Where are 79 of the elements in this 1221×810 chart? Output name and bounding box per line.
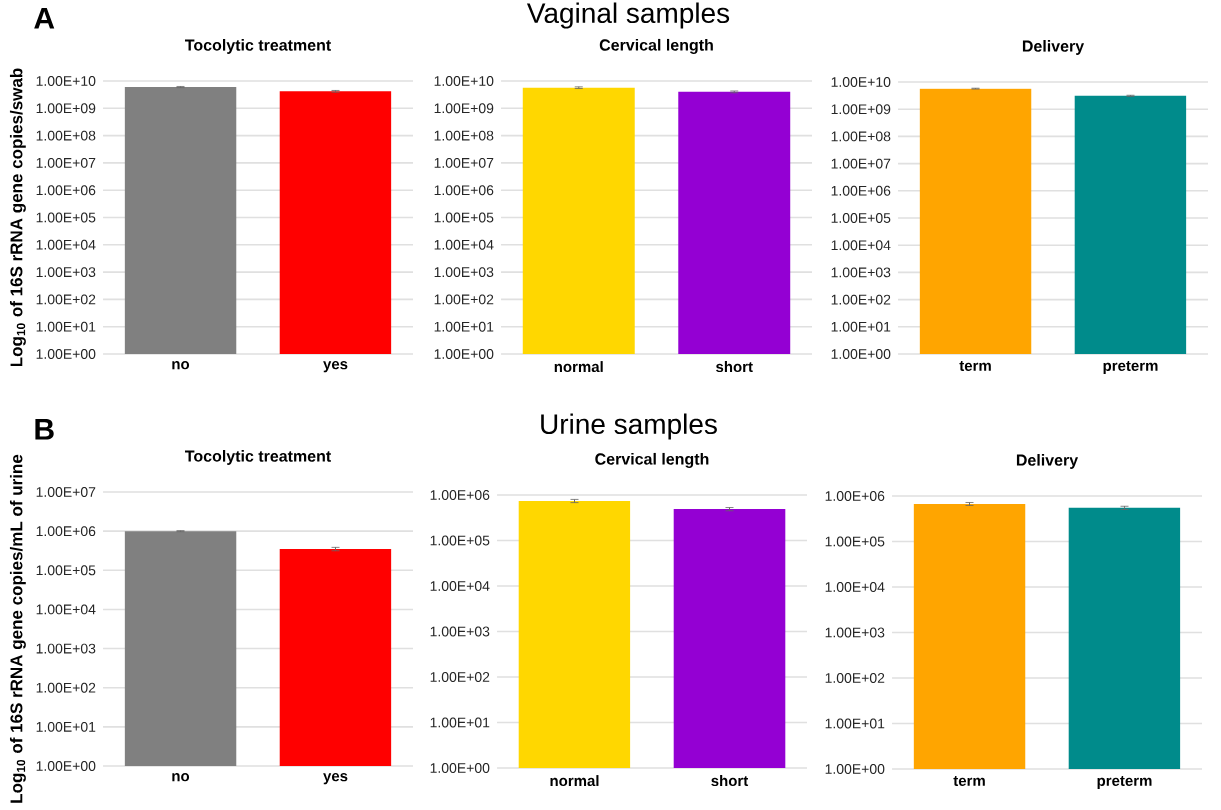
y-tick-label: 1.00E+04 — [36, 239, 96, 250]
y-tick-label: 1.00E+07 — [36, 486, 96, 497]
chart-title: Tocolytic treatment — [185, 38, 332, 54]
y-tick-label: 1.00E+10 — [831, 76, 891, 87]
y-tick-label: 1.00E+01 — [36, 321, 96, 332]
y-tick-label: 1.00E+09 — [434, 103, 494, 114]
y-tick-label: 1.00E+03 — [434, 266, 494, 277]
y-tick-label: 1.00E+02 — [36, 294, 96, 305]
x-tick-label: short — [711, 774, 749, 786]
y-tick-label: 1.00E+10 — [434, 75, 494, 86]
x-tick-label: short — [716, 360, 753, 372]
y-tick-label: 1.00E+03 — [825, 627, 885, 638]
y-tick-label: 1.00E+05 — [36, 565, 96, 576]
y-tick-label: 1.00E+02 — [434, 294, 494, 305]
y-tick-label: 1.00E+00 — [831, 348, 891, 359]
y-tick-label: 1.00E+03 — [36, 266, 96, 277]
text: Urine samples — [541, 413, 717, 440]
y-tick-label: 1.00E+04 — [831, 240, 891, 250]
y-tick-label: 1.00E+06 — [831, 185, 891, 196]
y-tick-label: 1.00E+09 — [36, 103, 96, 114]
y-tick-label: 1.00E+04 — [825, 581, 885, 592]
y-tick-label: 1.00E+05 — [434, 212, 494, 223]
x-tick-label: no — [172, 772, 190, 782]
x-tick-label: yes — [323, 772, 348, 785]
x-tick-label: no — [172, 360, 190, 370]
y-tick-label: 1.00E+01 — [825, 718, 885, 729]
chart-title: Tocolytic treatment — [185, 449, 332, 465]
y-tick-label: 1.00E+01 — [36, 721, 96, 732]
x-tick-label: preterm — [1097, 775, 1152, 789]
text: B — [35, 418, 54, 440]
y-tick-label: 1.00E+02 — [825, 672, 885, 683]
y-axis-title: Log$_{10}$ of 16S rRNA gene copies/mL of urine — [9, 454, 26, 803]
y-tick-label: 1.00E+03 — [36, 643, 96, 654]
y-tick-label: 1.00E+05 — [831, 212, 891, 223]
chart-title: Cervical length — [595, 452, 709, 468]
y-tick-label: 1.00E+06 — [825, 490, 885, 501]
x-tick-label: term — [959, 360, 991, 371]
chart-title: Cervical length — [599, 38, 713, 54]
y-tick-label: 1.00E+02 — [831, 294, 891, 305]
y-tick-label: 1.00E+07 — [831, 158, 891, 169]
y-tick-label: 1.00E+03 — [831, 267, 891, 278]
y-tick-label: 1.00E+09 — [831, 104, 891, 114]
y-tick-label: 1.00E+01 — [434, 321, 494, 332]
x-tick-label: preterm — [1103, 360, 1158, 374]
chart-title: Delivery — [1016, 453, 1079, 469]
y-tick-label: 1.00E+03 — [430, 626, 490, 637]
y-tick-label: 1.00E+00 — [36, 760, 96, 771]
x-tick-label: term — [953, 775, 985, 786]
x-tick-label: yes — [323, 360, 348, 373]
y-tick-label: 1.00E+02 — [36, 682, 96, 693]
y-tick-label: 1.00E+08 — [36, 130, 96, 141]
y-tick-label: 1.00E+02 — [430, 671, 490, 682]
y-tick-label: 1.00E+07 — [434, 157, 494, 168]
y-tick-label: 1.00E+05 — [430, 535, 490, 546]
x-tick-label: normal — [550, 774, 599, 786]
y-tick-label: 1.00E+00 — [434, 348, 494, 359]
y-tick-label: 1.00E+08 — [434, 130, 494, 141]
y-tick-label: 1.00E+04 — [434, 239, 494, 250]
y-tick-label: 1.00E+00 — [36, 348, 96, 359]
y-tick-label: 1.00E+07 — [36, 157, 96, 168]
y-tick-label: 1.00E+04 — [36, 604, 96, 615]
text: A — [34, 7, 55, 29]
y-tick-label: 1.00E+10 — [36, 75, 96, 86]
y-tick-label: 1.00E+05 — [825, 536, 885, 547]
x-tick-label: normal — [554, 360, 603, 372]
y-tick-label: 1.00E+05 — [36, 212, 96, 223]
text: Vaginal samples — [526, 2, 730, 29]
y-tick-label: 1.00E+01 — [430, 717, 490, 728]
y-tick-label: 1.00E+01 — [831, 321, 891, 332]
y-axis-title: Log$_{10}$ of 16S rRNA gene copies/swab — [9, 68, 26, 366]
y-tick-label: 1.00E+00 — [430, 762, 490, 773]
y-tick-label: 1.00E+08 — [831, 131, 891, 142]
y-tick-label: 1.00E+06 — [36, 185, 96, 195]
y-tick-label: 1.00E+06 — [430, 489, 490, 500]
chart-title: Delivery — [1022, 39, 1085, 55]
y-tick-label: 1.00E+04 — [430, 580, 490, 591]
y-tick-label: 1.00E+06 — [434, 185, 494, 195]
y-tick-label: 1.00E+06 — [36, 525, 96, 536]
y-tick-label: 1.00E+00 — [825, 763, 885, 774]
